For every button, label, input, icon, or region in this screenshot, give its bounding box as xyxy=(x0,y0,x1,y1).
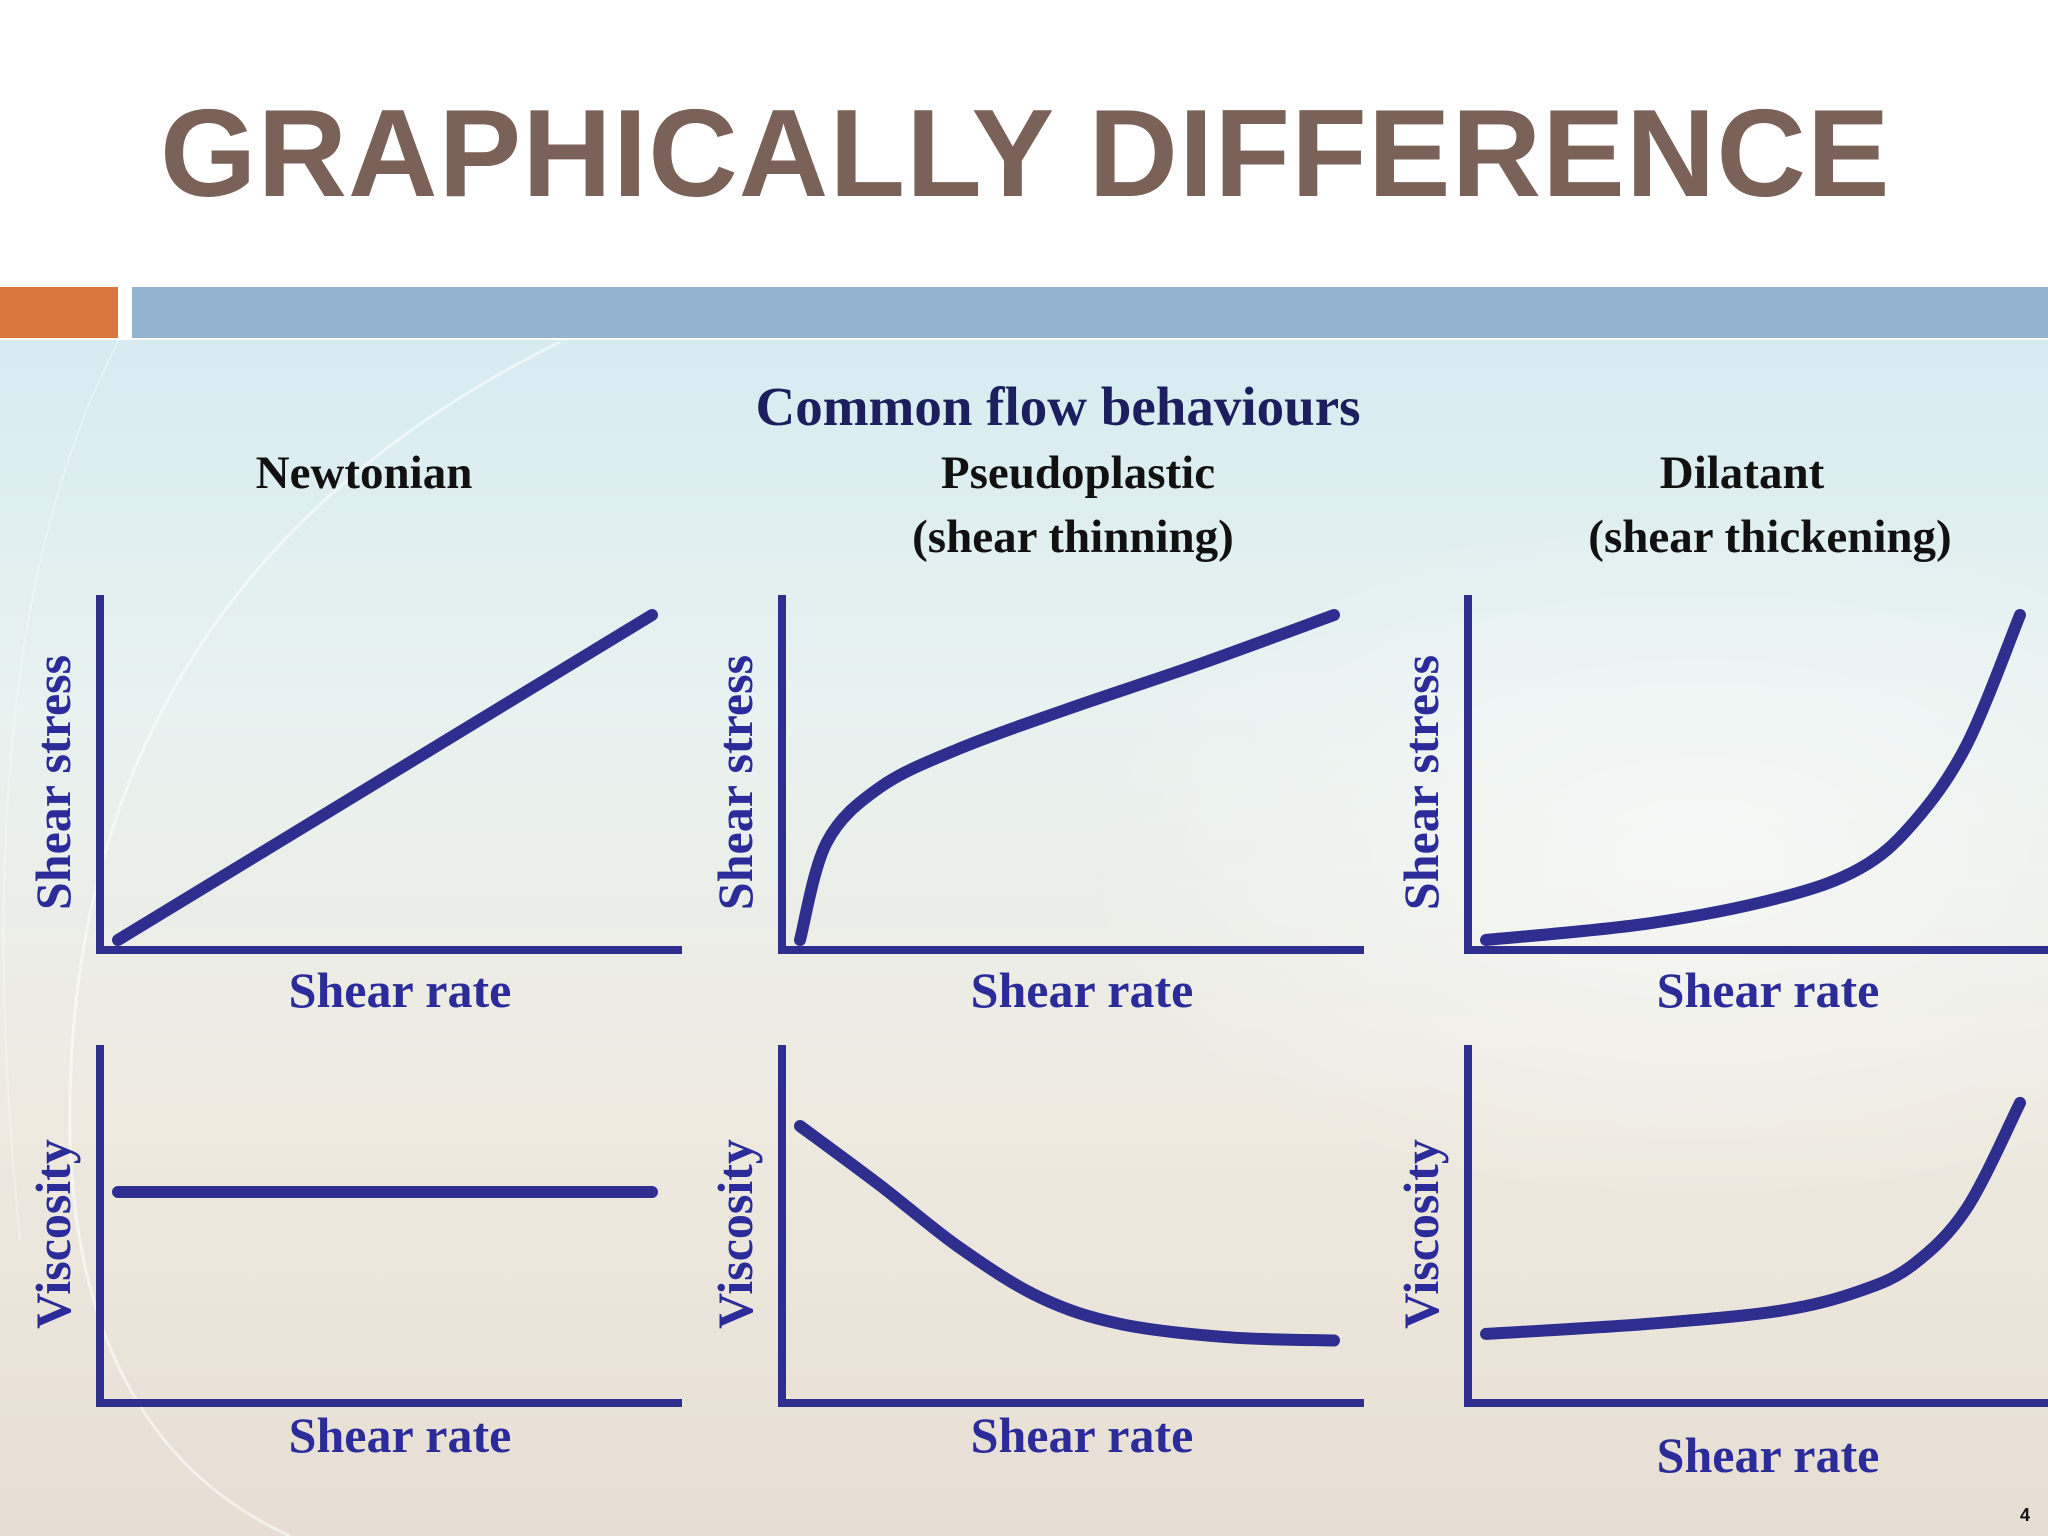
chart-panel-stress-2: Shear stress Shear rate xyxy=(707,595,1364,1018)
column-title-newtonian: Newtonian xyxy=(256,447,473,499)
x-axis-label: Shear rate xyxy=(1657,1427,1880,1483)
column-title-dilatant: Dilatant xyxy=(1660,447,1825,499)
column-subtitle-pseudoplastic: (shear thinning) xyxy=(912,511,1234,563)
figure-heading: Common flow behaviours xyxy=(755,376,1360,437)
column-subtitle-dilatant: (shear thickening) xyxy=(1588,511,1951,563)
x-axis-label: Shear rate xyxy=(289,962,512,1018)
y-axis-label: Shear stress xyxy=(707,655,763,910)
x-axis-label: Shear rate xyxy=(971,962,1194,1018)
x-axis-label: Shear rate xyxy=(971,1407,1194,1463)
data-curve xyxy=(794,1120,1340,1347)
accent-bar xyxy=(0,287,118,338)
y-axis-label: Viscosity xyxy=(25,1139,81,1329)
y-axis-label: Viscosity xyxy=(707,1139,763,1329)
y-axis-label: Shear stress xyxy=(25,655,81,910)
data-curve xyxy=(1480,1096,2026,1340)
data-curve xyxy=(1480,609,2026,946)
chart-panel-viscosity-1: Viscosity Shear rate xyxy=(25,1045,682,1463)
background-arc xyxy=(2,340,121,1241)
column-title-pseudoplastic: Pseudoplastic xyxy=(941,447,1215,499)
data-curve xyxy=(112,609,658,946)
x-axis-label: Shear rate xyxy=(1657,962,1880,1018)
chart-panel-viscosity-3: Viscosity Shear rate xyxy=(1393,1045,2048,1483)
chart-panel-stress-3: Shear stress Shear rate xyxy=(1393,595,2048,1018)
chart-panel-stress-1: Shear stress Shear rate xyxy=(25,595,682,1018)
y-axis-label: Viscosity xyxy=(1393,1139,1449,1329)
x-axis-label: Shear rate xyxy=(289,1407,512,1463)
header-bar xyxy=(132,287,2048,338)
data-curve xyxy=(794,609,1340,946)
flow-behaviour-diagram: Common flow behaviours Newtonian Pseudop… xyxy=(2,340,2048,1536)
background-arc xyxy=(68,340,561,1536)
flow-behaviour-figure: Common flow behaviours Newtonian Pseudop… xyxy=(0,340,2048,1536)
page-number: 4 xyxy=(2019,1505,2030,1525)
chart-panel-viscosity-2: Viscosity Shear rate xyxy=(707,1045,1364,1463)
slide-title: GRAPHICALLY DIFFERENCE xyxy=(160,85,1891,223)
y-axis-label: Shear stress xyxy=(1393,655,1449,910)
